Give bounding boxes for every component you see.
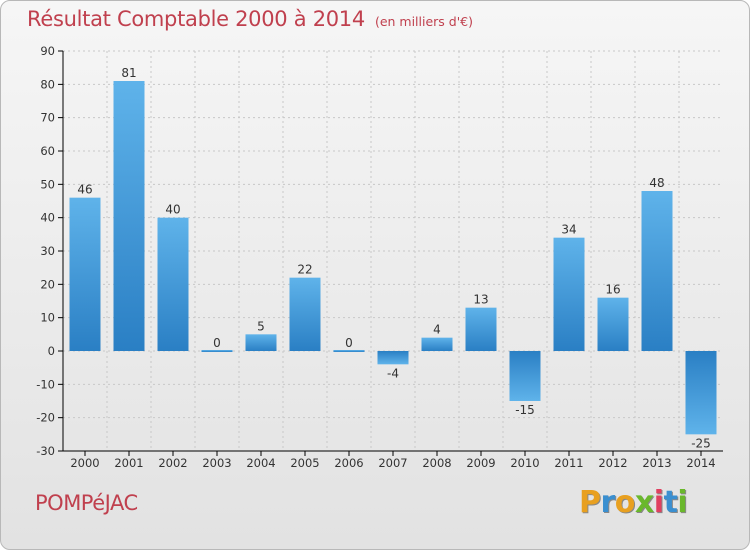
x-tick-label: 2001 [114,456,143,470]
bar-2009 [465,307,497,351]
bar-2011 [553,237,585,351]
proxiti-logo: Proxiti [579,485,688,520]
data-label-2005: 22 [297,263,312,277]
x-tick-label: 2008 [422,456,451,470]
bar-2003 [201,350,233,352]
y-tick-label: 30 [40,244,55,258]
data-label-2006: 0 [345,336,353,350]
data-label-2011: 34 [561,223,576,237]
x-tick-label: 2009 [466,456,495,470]
bar-2005 [289,277,321,351]
y-tick-label: -20 [36,411,55,425]
data-label-2014: -25 [691,436,711,450]
data-label-2010: -15 [515,403,535,417]
logo-letter: i [677,485,688,520]
data-label-2004: 5 [257,319,265,333]
x-tick-label: 2011 [554,456,583,470]
x-tick-label: 2007 [378,456,407,470]
bar-2000 [69,197,101,351]
y-tick-label: 60 [40,144,55,158]
commune-name: POMPéJAC [35,491,138,515]
bar-2006 [333,350,365,352]
bar-2004 [245,334,277,351]
bars [69,81,717,435]
logo-letter: i [653,485,664,520]
y-tick-label: 40 [40,211,55,225]
bar-2012 [597,297,629,351]
data-label-2002: 40 [165,203,180,217]
y-tick-label: 70 [40,111,55,125]
chart-title: Résultat Comptable 2000 à 2014 (en millie… [27,7,473,31]
x-tick-label: 2003 [202,456,231,470]
data-label-2009: 13 [473,293,488,307]
y-tick-label: 80 [40,77,55,91]
data-label-2003: 0 [213,336,221,350]
x-tick-label: 2000 [70,456,99,470]
chart-title-text: Résultat Comptable 2000 à 2014 [27,7,365,31]
bar-2013 [641,191,673,351]
bar-2001 [113,81,145,351]
logo-letter: x [634,485,654,520]
logo-letter: o [614,485,636,520]
x-tick-label: 2004 [246,456,275,470]
logo-letter: P [579,485,601,520]
x-tick-label: 2002 [158,456,187,470]
y-tick-label: 10 [40,311,55,325]
data-label-2012: 16 [605,283,620,297]
x-tick-label: 2006 [334,456,363,470]
y-tick-label: 20 [40,277,55,291]
bar-2010 [509,351,541,401]
data-labels: 46 81 40 0 5 22 0 -4 4 13 -15 34 16 48 -25 [77,66,710,450]
y-tick-label: 50 [40,177,55,191]
logo-letter: t [663,485,678,520]
bar-2008 [421,337,453,351]
logo-letter: r [600,485,616,520]
data-label-2007: -4 [387,366,399,380]
x-tick-label: 2012 [598,456,627,470]
y-tick-label: -30 [36,444,55,458]
x-tick-label: 2010 [510,456,539,470]
x-tick-label: 2013 [642,456,671,470]
data-label-2000: 46 [77,183,92,197]
bar-2002 [157,217,189,351]
data-label-2001: 81 [121,66,136,80]
bar-2007 [377,351,409,365]
bar-2014 [685,351,717,435]
y-tick-label: 0 [48,344,55,358]
x-tick-label: 2014 [686,456,715,470]
y-tick-label: -10 [36,377,55,391]
x-tick-label: 2005 [290,456,319,470]
chart-unit: (en milliers d'€) [374,14,473,29]
data-label-2008: 4 [433,323,441,337]
y-tick-label: 90 [40,44,55,58]
data-label-2013: 48 [649,176,664,190]
